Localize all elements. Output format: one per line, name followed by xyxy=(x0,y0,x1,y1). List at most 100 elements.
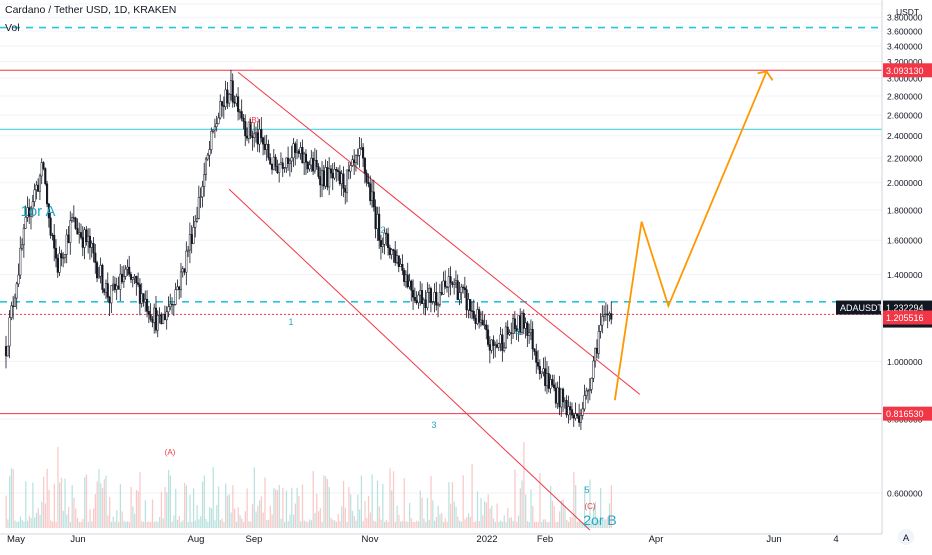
x-tick-label: Sep xyxy=(246,534,263,545)
axes: 0.6000000.8000001.0000001.2000001.400000… xyxy=(0,0,923,545)
projection-polyline xyxy=(613,71,768,401)
volume-bar xyxy=(196,505,198,528)
volume-bar xyxy=(341,506,343,528)
volume-bar xyxy=(105,475,107,528)
volume-bar xyxy=(583,486,586,528)
volume-bar xyxy=(14,520,16,528)
volume-bar xyxy=(425,521,427,528)
candle-body xyxy=(53,234,56,249)
candle-body xyxy=(470,310,474,312)
volume-bar xyxy=(78,521,80,528)
candle-body xyxy=(545,373,549,386)
volume-bar xyxy=(192,488,195,528)
volume-bar xyxy=(107,515,109,528)
candle-body xyxy=(163,314,166,321)
candle-body xyxy=(140,293,143,304)
candle-body xyxy=(487,329,490,345)
volume-bar xyxy=(119,484,122,528)
projection-arrowhead xyxy=(757,70,774,81)
volume-bar xyxy=(5,495,7,528)
candle-body xyxy=(444,280,447,287)
candle-body xyxy=(31,201,34,209)
volume-bar xyxy=(132,506,134,528)
volume-bar xyxy=(476,491,479,528)
volume-bar xyxy=(385,519,388,528)
candle-body xyxy=(195,218,199,222)
volume-bar xyxy=(339,521,341,528)
candle-body xyxy=(145,298,149,312)
candle-body xyxy=(67,234,70,243)
x-tick-label: May xyxy=(7,534,25,545)
descending-channel[interactable] xyxy=(228,71,641,531)
volume-bar xyxy=(350,494,352,528)
candle-body xyxy=(215,123,218,127)
volume-bar xyxy=(139,471,141,528)
volume-bar xyxy=(516,521,518,528)
volume-bar xyxy=(410,518,413,528)
volume-bar xyxy=(546,522,548,528)
volume-bar xyxy=(241,518,243,528)
volume-bar xyxy=(391,490,393,528)
candle-body xyxy=(74,217,77,229)
volume-bar xyxy=(219,520,221,528)
candle-body xyxy=(244,121,247,137)
volume-bar xyxy=(473,521,475,528)
candle-body xyxy=(529,328,532,333)
nav-button-bg xyxy=(898,529,914,545)
candle-body xyxy=(260,129,263,139)
volume-bar xyxy=(248,521,250,528)
volume-bar xyxy=(353,516,355,528)
projection-path[interactable] xyxy=(613,70,774,401)
candle-body xyxy=(94,252,97,263)
candle-body xyxy=(135,276,138,284)
candle-body xyxy=(338,171,341,184)
volume-bar xyxy=(421,497,423,528)
volume-bar xyxy=(75,508,77,528)
candle-body xyxy=(567,406,570,416)
candle-body xyxy=(58,253,61,273)
candle-body xyxy=(81,237,84,248)
candle-body xyxy=(449,276,452,283)
volume-bar xyxy=(560,500,563,528)
candle-body xyxy=(535,351,538,363)
candle-body xyxy=(219,101,222,119)
volume-bar xyxy=(76,517,79,528)
candle-body xyxy=(258,129,261,145)
candle-body xyxy=(297,150,300,154)
volume-bar xyxy=(141,521,143,528)
volume-bar xyxy=(567,521,570,528)
horizontal-levels[interactable] xyxy=(0,26,882,415)
candle-body xyxy=(478,309,481,323)
candle-body xyxy=(97,275,100,279)
candle-body xyxy=(570,409,574,416)
volume-bar xyxy=(173,515,175,528)
candle-body xyxy=(372,191,375,208)
volume-bar xyxy=(305,521,307,528)
candle-body xyxy=(494,344,497,346)
volume-bar xyxy=(364,500,366,528)
candle-body xyxy=(160,314,163,325)
volume-bar xyxy=(239,515,241,528)
volume-bar xyxy=(489,508,491,528)
volume-bar xyxy=(191,521,193,528)
volume-bar xyxy=(587,521,589,528)
volume-bar xyxy=(455,506,457,528)
candle-body xyxy=(356,155,359,157)
x-tick-label: 4 xyxy=(833,534,838,545)
volume-bar xyxy=(532,506,534,528)
candle-body xyxy=(469,299,472,311)
price-badge-bg xyxy=(883,406,932,421)
volume-bar xyxy=(591,521,593,528)
symbol-badge-bg xyxy=(836,300,881,315)
candle-body xyxy=(217,117,220,124)
volume-bar xyxy=(125,521,127,528)
volume-bar xyxy=(150,521,152,528)
candle-body xyxy=(54,247,58,259)
candle-body xyxy=(379,240,382,247)
volume-bar xyxy=(94,494,97,528)
candle-body xyxy=(347,169,350,172)
volume-bar xyxy=(419,490,421,528)
volume-bar xyxy=(214,520,216,528)
volume-bar xyxy=(439,514,441,528)
